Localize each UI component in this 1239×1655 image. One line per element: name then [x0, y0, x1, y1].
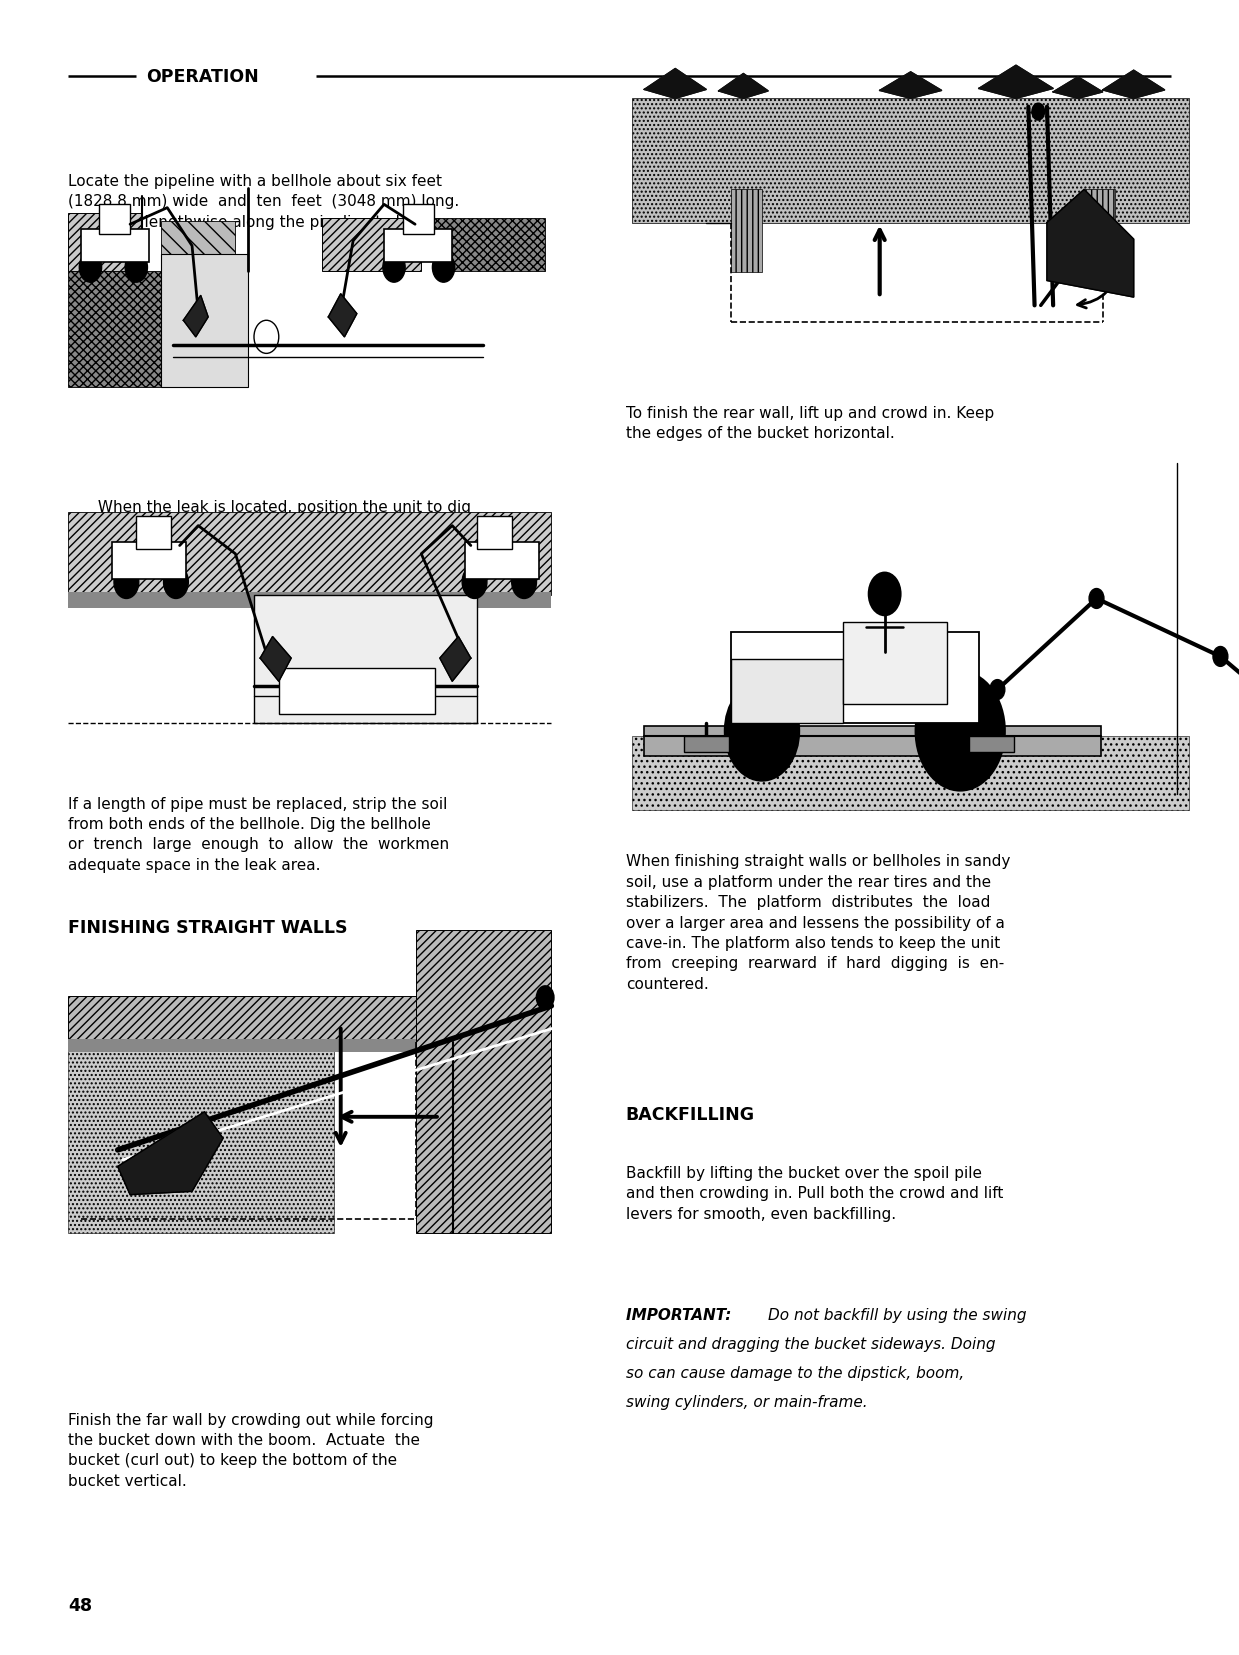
- Circle shape: [79, 253, 102, 283]
- Text: When the leak is located, position the unit to dig
  at grade level on both side: When the leak is located, position the u…: [93, 500, 471, 535]
- Circle shape: [114, 566, 139, 599]
- Bar: [68, 1043, 335, 1233]
- Bar: [465, 543, 539, 579]
- Polygon shape: [1047, 190, 1134, 298]
- Circle shape: [869, 573, 901, 616]
- Bar: [81, 230, 149, 263]
- Text: Do not backfill by using the swing: Do not backfill by using the swing: [768, 1307, 1027, 1322]
- Bar: [68, 194, 551, 389]
- Polygon shape: [260, 637, 291, 682]
- Bar: [1084, 190, 1115, 273]
- Bar: [322, 218, 421, 271]
- Circle shape: [990, 680, 1005, 700]
- Bar: [68, 996, 478, 1043]
- Bar: [68, 513, 551, 736]
- Text: BACKFILLING: BACKFILLING: [626, 1106, 755, 1124]
- Circle shape: [725, 682, 799, 781]
- Bar: [731, 659, 843, 723]
- Text: To finish the rear wall, lift up and crowd in. Keep
the edges of the bucket hori: To finish the rear wall, lift up and cro…: [626, 405, 994, 440]
- Bar: [843, 624, 947, 705]
- Bar: [632, 99, 1189, 223]
- Bar: [416, 930, 551, 1233]
- Bar: [161, 222, 235, 271]
- Bar: [68, 213, 142, 271]
- Polygon shape: [979, 66, 1053, 99]
- Circle shape: [916, 672, 1005, 791]
- Circle shape: [536, 986, 554, 1010]
- Circle shape: [383, 253, 405, 283]
- Text: Backfill by lifting the bucket over the spoil pile
and then crowding in. Pull bo: Backfill by lifting the bucket over the …: [626, 1165, 1004, 1221]
- Polygon shape: [644, 70, 706, 99]
- Circle shape: [1089, 589, 1104, 609]
- Bar: [731, 632, 979, 723]
- Bar: [136, 516, 171, 549]
- Bar: [632, 736, 1189, 811]
- Bar: [112, 543, 186, 579]
- Text: 48: 48: [68, 1595, 92, 1614]
- Polygon shape: [880, 73, 942, 99]
- Bar: [403, 205, 434, 235]
- Bar: [477, 516, 512, 549]
- Bar: [99, 205, 130, 235]
- Text: Locate the pipeline with a bellhole about six feet
(1828.8 mm) wide  and  ten  f: Locate the pipeline with a bellhole abou…: [68, 174, 460, 250]
- Text: OPERATION: OPERATION: [146, 68, 259, 86]
- Polygon shape: [440, 637, 471, 682]
- Bar: [632, 430, 1189, 811]
- Polygon shape: [118, 1112, 223, 1195]
- Polygon shape: [328, 295, 357, 338]
- Text: FINISHING STRAIGHT WALLS: FINISHING STRAIGHT WALLS: [68, 919, 348, 937]
- Circle shape: [945, 712, 975, 751]
- Circle shape: [512, 566, 536, 599]
- Text: so can cause damage to the dipstick, boom,: so can cause damage to the dipstick, boo…: [626, 1365, 964, 1380]
- Bar: [68, 1039, 551, 1053]
- Circle shape: [164, 566, 188, 599]
- Polygon shape: [183, 296, 208, 338]
- Bar: [68, 592, 551, 609]
- Circle shape: [1213, 647, 1228, 667]
- Polygon shape: [1103, 71, 1165, 99]
- Bar: [434, 218, 545, 271]
- Polygon shape: [719, 74, 768, 99]
- Circle shape: [750, 715, 774, 748]
- Text: When finishing straight walls or bellholes in sandy
soil, use a platform under t: When finishing straight walls or bellhol…: [626, 854, 1010, 991]
- Text: swing cylinders, or main-frame.: swing cylinders, or main-frame.: [626, 1394, 867, 1410]
- Circle shape: [432, 253, 455, 283]
- Bar: [68, 930, 551, 1233]
- Bar: [161, 255, 248, 387]
- Bar: [279, 669, 435, 715]
- Bar: [644, 727, 1101, 756]
- Bar: [384, 230, 452, 263]
- Text: IMPORTANT:: IMPORTANT:: [626, 1307, 736, 1322]
- Polygon shape: [1053, 78, 1103, 99]
- Circle shape: [125, 253, 147, 283]
- Circle shape: [1032, 104, 1044, 121]
- Bar: [68, 513, 551, 596]
- Text: circuit and dragging the bucket sideways. Doing: circuit and dragging the bucket sideways…: [626, 1337, 995, 1352]
- Bar: [632, 99, 1189, 331]
- Bar: [68, 271, 161, 387]
- Text: Finish the far wall by crowding out while forcing
the bucket down with the boom.: Finish the far wall by crowding out whil…: [68, 1412, 434, 1488]
- Bar: [684, 736, 729, 753]
- Circle shape: [462, 566, 487, 599]
- Bar: [969, 736, 1014, 753]
- Text: If a length of pipe must be replaced, strip the soil
from both ends of the bellh: If a length of pipe must be replaced, st…: [68, 796, 450, 872]
- Bar: [254, 596, 477, 723]
- Bar: [731, 190, 762, 273]
